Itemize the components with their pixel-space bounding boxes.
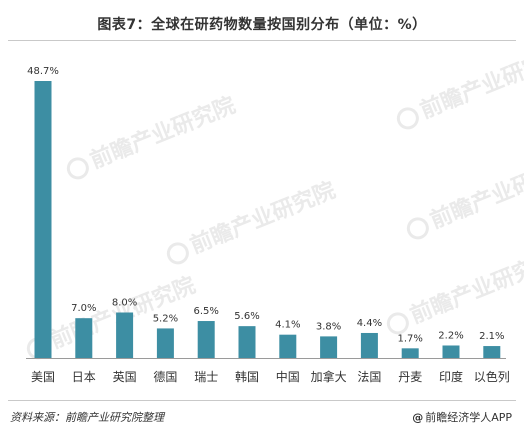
bar-value-label: 6.5%	[193, 306, 218, 317]
credit: @ 前瞻经济学人APP	[412, 409, 512, 425]
x-tick-label: 以色列	[474, 370, 510, 384]
bar-value-label: 8.0%	[112, 297, 137, 308]
bar-value-label: 2.1%	[479, 331, 504, 342]
x-tick-label: 印度	[439, 369, 463, 384]
bar-value-label: 2.2%	[438, 330, 463, 341]
x-tick-label: 瑞士	[194, 370, 218, 384]
bar	[238, 326, 256, 358]
bar-value-label: 4.1%	[275, 320, 300, 331]
x-tick-label: 韩国	[235, 369, 259, 384]
at-icon: @	[412, 411, 424, 424]
bar	[401, 348, 419, 358]
bar-value-label: 5.6%	[234, 311, 259, 322]
bar	[116, 312, 134, 358]
bar	[197, 321, 215, 358]
bar	[75, 318, 93, 358]
footer-divider	[8, 400, 516, 401]
chart-title: 图表7：全球在研药物数量按国别分布（单位：%）	[97, 17, 427, 33]
bar	[442, 345, 460, 358]
bar	[360, 332, 378, 358]
bar-value-label: 48.7%	[27, 66, 59, 77]
bar	[483, 346, 501, 358]
bar-value-label: 3.8%	[316, 321, 341, 332]
x-tick-label: 美国	[31, 370, 55, 384]
x-tick-label: 德国	[153, 369, 177, 384]
bar	[279, 334, 297, 358]
source-note: 资料来源：前瞻产业研究院整理	[10, 411, 164, 424]
bar	[320, 336, 338, 358]
bar	[156, 328, 174, 358]
bar-value-label: 7.0%	[71, 303, 96, 314]
bar-value-label: 5.2%	[153, 313, 178, 324]
bar-value-label: 4.4%	[357, 318, 382, 329]
credit-label: 前瞻经济学人APP	[425, 411, 512, 424]
x-tick-label: 丹麦	[398, 370, 422, 384]
title-divider	[8, 40, 516, 41]
bar-value-label: 1.7%	[397, 333, 422, 344]
x-tick-label: 中国	[276, 369, 300, 384]
x-tick-label: 法国	[357, 370, 381, 384]
x-tick-label: 英国	[113, 370, 137, 384]
x-tick-label: 日本	[72, 370, 96, 384]
bar	[34, 81, 52, 358]
x-tick-label: 加拿大	[311, 369, 347, 384]
